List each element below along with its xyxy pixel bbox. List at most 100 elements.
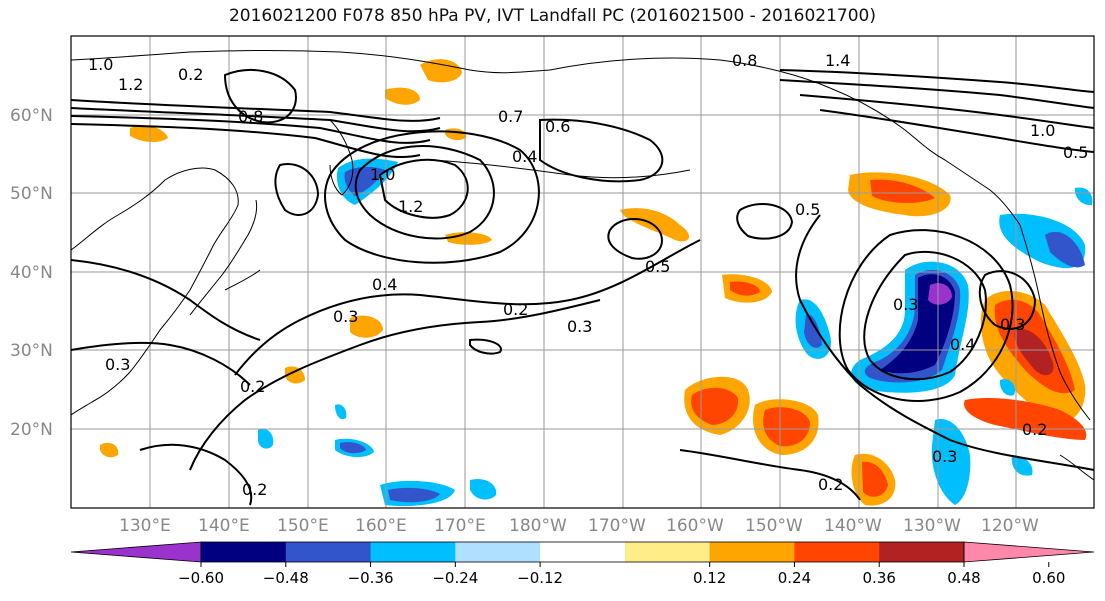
colorbar-tick-label: −0.36 — [348, 569, 394, 587]
colorbar-extend-high — [963, 541, 1095, 563]
anomaly-shading — [100, 59, 1093, 507]
contour-label: 0.7 — [498, 107, 523, 126]
positive-anomaly — [862, 461, 888, 497]
contour-label: 0.5 — [645, 257, 670, 276]
contour-label: 0.5 — [1063, 143, 1088, 162]
negative-anomaly — [928, 283, 952, 305]
japan-coastline — [189, 199, 261, 316]
colorbar-segment — [370, 542, 456, 562]
positive-anomaly — [285, 366, 305, 384]
contour-label: 1.0 — [1030, 121, 1055, 140]
negative-anomaly — [804, 314, 822, 348]
contour-label: 0.2 — [240, 377, 265, 396]
contour-label: 0.4 — [372, 275, 397, 294]
kamchatka-coastline — [329, 119, 354, 196]
contour-label: 0.3 — [932, 447, 957, 466]
lat-label: 30°N — [10, 341, 53, 361]
contour-label: 0.5 — [795, 200, 820, 219]
contour-label: 0.2 — [503, 300, 528, 319]
lat-label: 20°N — [10, 420, 53, 440]
contour-label: 1.2 — [118, 75, 143, 94]
contour-label: 0.2 — [242, 480, 267, 499]
map-title: 2016021200 F078 850 hPa PV, IVT Landfall… — [228, 6, 876, 26]
colorbar-segment — [624, 542, 711, 562]
negative-anomaly — [344, 166, 385, 196]
positive-anomaly — [100, 442, 119, 458]
negative-anomaly — [470, 478, 497, 500]
contour-label: 0.8 — [238, 107, 263, 126]
colorbar-tick-label: 0.60 — [1032, 569, 1065, 587]
lon-label: 130°E — [119, 516, 171, 536]
contour-label: 0.4 — [950, 335, 975, 354]
negative-anomaly — [258, 428, 274, 449]
lon-label: 120°W — [981, 516, 1039, 536]
colorbar-extend-low — [70, 541, 202, 563]
lon-label: 150°E — [277, 516, 329, 536]
alaska-coastline — [549, 57, 1021, 226]
colorbar: −0.60 −0.48 −0.36 −0.24 −0.12 0.12 0.24 0.36 0.4… — [70, 541, 1095, 587]
contour-labels: 1.0 1.2 0.8 0.7 0.6 0.4 1.4 0.8 1.0 0.5 … — [88, 51, 1088, 499]
positive-anomaly — [130, 125, 168, 143]
contour-label: 1.4 — [825, 51, 850, 70]
lon-label: 140°E — [198, 516, 250, 536]
contour-label: 0.6 — [545, 117, 570, 136]
contour-label: 0.2 — [1022, 420, 1047, 439]
map-frame — [70, 35, 1095, 509]
contour-label: 0.2 — [818, 475, 843, 494]
contour-label: 1.0 — [88, 55, 113, 74]
positive-anomaly — [964, 398, 1087, 440]
latitude-labels: 60°N 50°N 40°N 30°N 20°N — [10, 106, 53, 440]
negative-anomaly — [999, 379, 1016, 396]
na-westcoast — [1019, 224, 1091, 421]
colorbar-outline — [200, 541, 965, 563]
colorbar-tick-label: −0.12 — [517, 569, 563, 587]
colorbar-tick-label: −0.48 — [263, 569, 309, 587]
lon-label: 170°W — [588, 516, 646, 536]
negative-anomaly — [931, 419, 971, 505]
negative-anomaly — [388, 487, 440, 503]
contour-label: 0.3 — [105, 355, 130, 374]
colorbar-segment — [879, 542, 965, 562]
colorbar-segment — [285, 542, 372, 562]
contour-label: 0.3 — [567, 317, 592, 336]
contour-label: 1.2 — [398, 197, 423, 216]
positive-anomaly — [350, 315, 383, 338]
colorbar-segment — [794, 542, 880, 562]
lat-label: 60°N — [10, 106, 53, 126]
siberia-coastline — [71, 50, 551, 74]
contour-label: 0.3 — [333, 307, 358, 326]
lon-label: 130°W — [903, 516, 961, 536]
colorbar-segment — [540, 542, 626, 562]
lat-label: 50°N — [10, 184, 53, 204]
colorbar-tick-label: −0.60 — [178, 569, 224, 587]
lon-label: 150°W — [745, 516, 803, 536]
asia-coastline — [71, 167, 239, 416]
colorbar-segment — [455, 542, 541, 562]
lon-label: 140°W — [824, 516, 882, 536]
colorbar-tick-label: 0.12 — [693, 569, 726, 587]
pv-contours — [71, 69, 1094, 506]
lat-label: 40°N — [10, 263, 53, 283]
colorbar-segment — [709, 542, 795, 562]
contour-label: 0.2 — [178, 65, 203, 84]
contour-label: 1.0 — [370, 165, 395, 184]
negative-anomaly — [1011, 455, 1033, 476]
lon-label: 170°E — [434, 516, 486, 536]
positive-anomaly — [385, 87, 420, 105]
contour-label: 0.8 — [732, 51, 757, 70]
positive-anomaly — [691, 387, 739, 425]
contour-label: 0.4 — [512, 147, 537, 166]
longitude-labels: 130°E 140°E 150°E 160°E 170°E 180°W 170°… — [119, 516, 1039, 536]
lon-label: 160°E — [355, 516, 407, 536]
colorbar-tick-label: 0.36 — [863, 569, 896, 587]
negative-anomaly — [340, 442, 366, 454]
colorbar-tick-label: 0.24 — [778, 569, 811, 587]
positive-anomaly — [763, 407, 810, 447]
colorbar-tick-label: −0.24 — [432, 569, 478, 587]
lon-label: 160°W — [666, 516, 724, 536]
negative-anomaly — [335, 404, 347, 420]
positive-anomaly — [730, 281, 760, 296]
lon-label: 180°W — [509, 516, 567, 536]
contour-label: 0.3 — [893, 295, 918, 314]
